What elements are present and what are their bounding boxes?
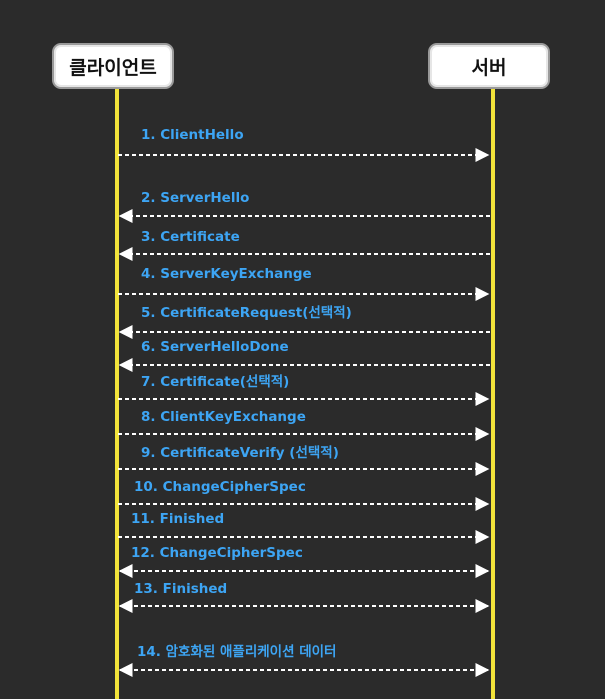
message-6: 6. ServerHelloDone xyxy=(118,339,490,372)
message-label: 5. CertificateRequest(선택적) xyxy=(141,304,352,321)
message-11: 11. Finished xyxy=(118,511,490,544)
server-participant-label: 서버 xyxy=(471,56,507,79)
message-label: 9. CertificateVerify (선택적) xyxy=(141,444,339,461)
server-participant-box: 서버 xyxy=(428,43,550,89)
message-label: 11. Finished xyxy=(131,511,224,527)
message-label: 8. ClientKeyExchange xyxy=(141,409,306,425)
message-label: 3. Certificate xyxy=(141,229,240,245)
message-5: 5. CertificateRequest(선택적) xyxy=(118,304,490,339)
message-7: 7. Certificate(선택적) xyxy=(118,373,490,406)
message-label: 13. Finished xyxy=(134,581,227,597)
message-label: 2. ServerHello xyxy=(141,190,249,206)
message-label: 1. ClientHello xyxy=(141,127,244,143)
message-9: 9. CertificateVerify (선택적) xyxy=(118,444,490,476)
message-label: 6. ServerHelloDone xyxy=(141,339,289,355)
message-label: 4. ServerKeyExchange xyxy=(141,266,312,282)
client-participant-box: 클라이언트 xyxy=(52,43,174,89)
message-2: 2. ServerHello xyxy=(118,190,490,223)
message-8: 8. ClientKeyExchange xyxy=(118,409,490,441)
server-lifeline xyxy=(491,88,495,699)
message-label: 14. 암호화된 애플리케이션 데이터 xyxy=(137,643,336,660)
client-lifeline xyxy=(115,88,119,699)
message-10: 10. ChangeCipherSpec xyxy=(118,479,490,511)
message-label: 7. Certificate(선택적) xyxy=(141,373,289,390)
message-14: 14. 암호화된 애플리케이션 데이터 xyxy=(118,643,490,677)
message-label: 10. ChangeCipherSpec xyxy=(134,479,306,495)
message-4: 4. ServerKeyExchange xyxy=(118,266,490,301)
message-3: 3. Certificate xyxy=(118,229,490,261)
message-1: 1. ClientHello xyxy=(118,127,490,162)
message-13: 13. Finished xyxy=(118,581,490,613)
message-label: 12. ChangeCipherSpec xyxy=(131,545,303,561)
message-12: 12. ChangeCipherSpec xyxy=(118,545,490,578)
client-participant-label: 클라이언트 xyxy=(69,56,157,79)
